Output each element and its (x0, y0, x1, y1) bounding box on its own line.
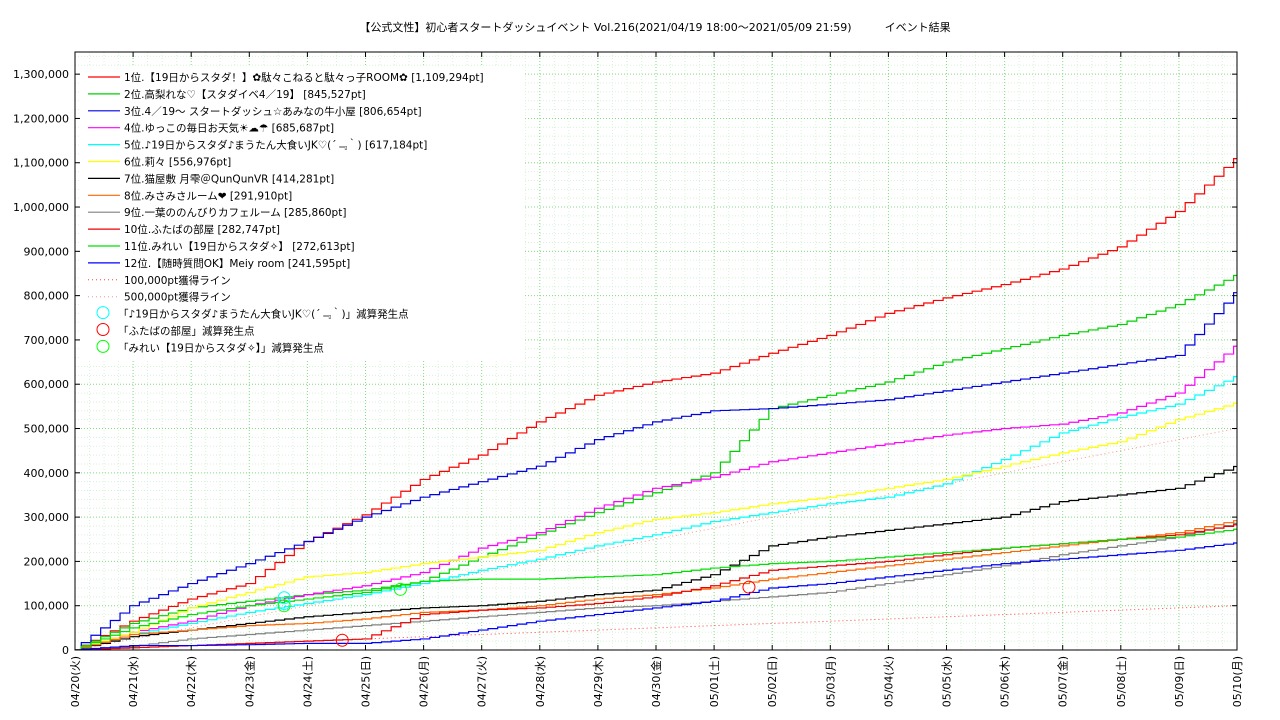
series-line (75, 345, 1237, 650)
series-line (75, 402, 1237, 650)
marker-circle (277, 599, 291, 613)
legend-label: 4位.ゆっこの毎日お天気☀☁☂ [685,687pt] (124, 122, 334, 135)
legend-label: 「♪19日からスタダ♪まうたん大食いJK♡(´﹃｀)」減算発生点 (118, 307, 409, 321)
legend-label: 8位.みさみさルーム❤ [291,910pt] (124, 189, 292, 202)
y-tick-label: 100,000 (24, 600, 70, 613)
x-tick-label: 04/24(土) (301, 656, 314, 707)
legend: 1位.【19日からスタダ！】✿駄々こねると駄々っ子ROOM✿ [1,109,29… (88, 71, 484, 354)
x-tick-label: 04/25(日) (360, 656, 373, 707)
legend-label: 6位.莉々 [556,976pt] (124, 156, 231, 169)
legend-background (80, 66, 525, 360)
y-tick-label: 1,100,000 (13, 157, 69, 170)
series-line (75, 520, 1237, 650)
x-tick-label: 05/04(火) (882, 656, 895, 707)
y-tick-label: 700,000 (24, 334, 70, 347)
y-tick-label: 1,200,000 (13, 112, 69, 125)
legend-label: 9位.一葉ののんびりカフェルーム [285,860pt] (124, 206, 346, 219)
series-line (75, 542, 1237, 650)
y-tick-label: 500,000 (24, 423, 70, 436)
x-tick-label: 04/29(木) (592, 656, 605, 707)
legend-label: 100,000pt獲得ライン (124, 274, 231, 287)
legend-label: 11位.みれい【19日からスタダ✧】 [272,613pt] (124, 240, 355, 253)
x-tick-label: 05/06(木) (999, 656, 1012, 707)
series-line (75, 528, 1237, 650)
marker-circle (277, 591, 291, 605)
x-tick-label: 04/21(水) (127, 656, 140, 707)
y-tick-label: 400,000 (24, 467, 70, 480)
legend-marker (96, 306, 110, 320)
y-tick-label: 800,000 (24, 290, 70, 303)
series-line (75, 376, 1237, 650)
marker-circle (393, 582, 407, 596)
legend-label: 10位.ふたばの部屋 [282,747pt] (124, 223, 280, 236)
legend-label: 3位.4／19〜 スタートダッシュ☆あみなの牛小屋 [806,654pt] (124, 105, 422, 118)
x-tick-label: 05/02(日) (766, 656, 779, 707)
x-tick-label: 05/10(月) (1231, 656, 1244, 707)
series-lines (75, 158, 1237, 650)
series-line (75, 158, 1237, 650)
x-tick-label: 04/22(木) (185, 656, 198, 707)
x-tick-label: 05/05(水) (941, 656, 954, 707)
legend-label: 「ふたばの部屋」減算発生点 (118, 325, 255, 338)
y-tick-label: 900,000 (24, 245, 70, 258)
series-line (75, 522, 1237, 650)
y-tick-label: 300,000 (24, 511, 70, 524)
legend-label: 7位.猫屋敷 月雫＠QunQunVR [414,281pt] (124, 172, 334, 185)
x-tick-label: 05/01(土) (708, 656, 721, 707)
series-line (75, 465, 1237, 650)
y-tick-label: 1,000,000 (13, 201, 69, 214)
markers (277, 580, 756, 647)
chart-title: 【公式文性】初心者スタートダッシュイベント Vol.216(2021/04/19… (359, 21, 951, 34)
x-axis: 04/20(火) 04/21(水) 04/22(木) 04/23(金) 04/24(土)… (69, 52, 1244, 707)
x-tick-label: 04/23(金) (242, 656, 256, 707)
x-tick-label: 04/20(火) (69, 656, 82, 707)
y-tick-label: 0 (62, 644, 69, 657)
x-tick-label: 04/28(水) (534, 656, 547, 707)
x-tick-label: 05/09(日) (1173, 656, 1186, 707)
y-tick-label: 600,000 (24, 378, 70, 391)
y-tick-label: 1,300,000 (13, 68, 69, 81)
x-tick-label: 04/26(月) (418, 656, 431, 707)
legend-marker (96, 323, 110, 336)
legend-label: 12位.【随時質問OK】Meiy room [241,595pt] (124, 257, 350, 270)
legend-label: 500,000pt獲得ライン (124, 291, 231, 304)
y-axis: 0 100,000 200,000 300,000 400,000 500,000 600,… (13, 68, 1237, 657)
x-tick-label: 05/08(土) (1115, 656, 1128, 707)
x-tick-label: 05/03(月) (824, 656, 837, 707)
legend-label: 1位.【19日からスタダ！】✿駄々こねると駄々っ子ROOM✿ [1,109,29… (124, 71, 484, 84)
y-tick-label: 200,000 (24, 555, 70, 568)
legend-marker (96, 339, 110, 353)
series-line (75, 274, 1237, 650)
series-line (75, 292, 1237, 650)
legend-label: 「みれい【19日からスタダ✧】」減算発生点 (118, 341, 324, 354)
x-tick-label: 04/27(火) (476, 656, 489, 707)
legend-label: 5位.♪19日からスタダ♪まうたん大食いJK♡(´﹃｀) [617,184pt] (124, 138, 427, 152)
legend-label: 2位.高梨れな♡【スタダイベ4／19】 [845,527pt] (124, 88, 366, 101)
marker-circle (742, 580, 756, 594)
marker-circle (335, 633, 349, 647)
x-tick-label: 04/30(金) (649, 656, 663, 707)
x-tick-label: 05/07(金) (1056, 656, 1070, 707)
